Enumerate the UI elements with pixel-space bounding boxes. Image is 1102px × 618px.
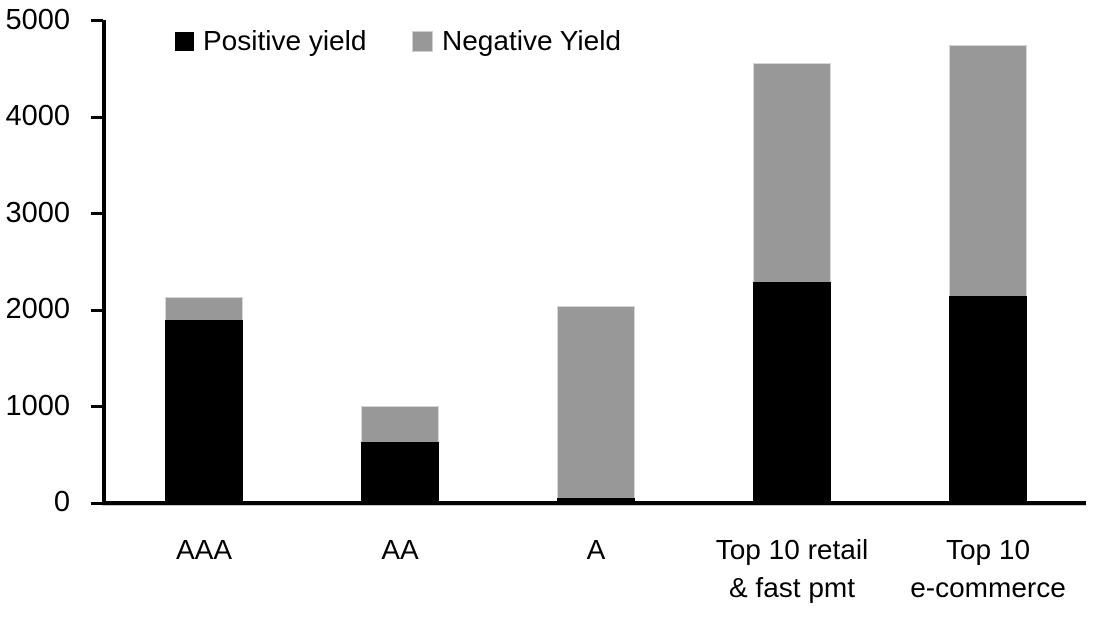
bar-segment-positive-top-10-retail [753,282,831,503]
y-tick-label-2000: 2000 [5,293,70,325]
y-tick-label-5000: 5000 [5,3,70,36]
x-axis-shadow-line [102,505,1086,506]
x-axis-label-aa: AA [381,534,419,565]
x-axis-label-top-10-retail: Top 10 retail & fast pmt [715,534,869,603]
bar-segment-positive-aaa [165,319,243,503]
bar-segment-negative-aaa [165,297,243,320]
x-axis-label-aaa: AAA [175,534,233,565]
legend-item-negative-yield: Negative Yield [412,26,621,56]
bar-segment-positive-aa [361,442,439,503]
bar-segment-positive-top-10 [949,295,1027,503]
y-tick-label-0: 0 [53,486,70,518]
y-tick-mark-3000 [91,212,103,215]
legend-label-positive-yield: Positive yield [203,25,367,56]
y-tick-mark-4000 [91,115,103,119]
y-axis-line [102,20,106,504]
bar-segment-positive-a [557,498,635,503]
bar-segment-negative-top-10-retail [753,62,831,282]
positive-yield-swatch-icon [175,31,194,51]
y-tick-mark-2000 [91,308,103,312]
y-tick-mark-1000 [91,405,103,408]
y-tick-label-1000: 1000 [5,389,70,422]
x-axis-label-a: A [586,534,606,565]
bar-segment-negative-aa [361,405,439,443]
y-tick-mark-0 [91,501,103,505]
x-axis-line [102,501,1086,505]
negative-yield-swatch-icon [412,30,433,52]
y-tick-mark-5000 [91,19,103,22]
y-tick-label-4000: 4000 [5,100,70,132]
bar-segment-negative-a [557,306,635,499]
bar-segment-negative-top-10 [949,44,1027,296]
x-axis-label-top-10: Top 10 e-commerce [910,534,1066,603]
y-tick-label-3000: 3000 [5,196,70,229]
legend-item-positive-yield: Positive yield [175,26,366,56]
legend-label-negative-yield: Negative Yield [442,25,622,56]
